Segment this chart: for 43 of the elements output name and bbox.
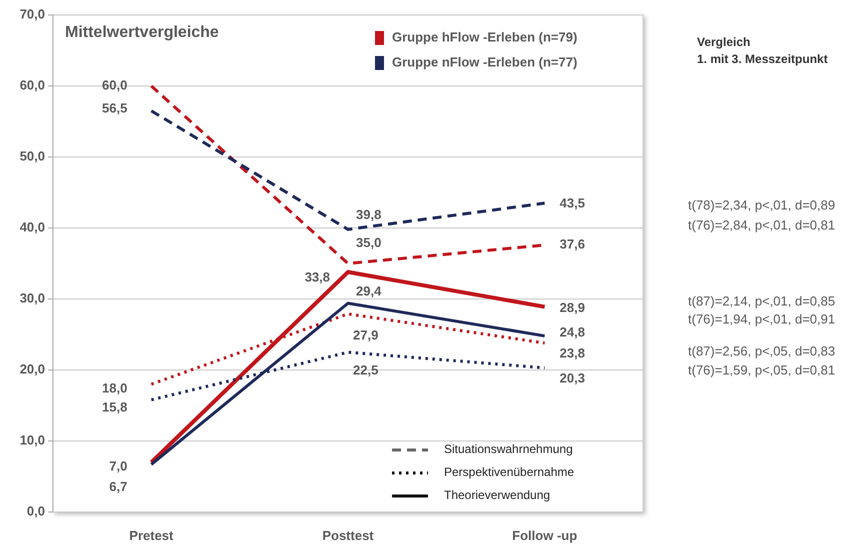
data-label: 39,8 bbox=[356, 206, 382, 222]
text: t(87)=2,56, p<,05, d=0,83 bbox=[688, 343, 836, 358]
data-label: 35,0 bbox=[356, 234, 382, 250]
y-tick-label: 30,0 bbox=[20, 290, 45, 306]
data-label: 27,9 bbox=[353, 327, 378, 342]
y-tick-label: 20,0 bbox=[20, 361, 45, 376]
text: t(78)=2,34, p<,01, d=0,89 bbox=[688, 197, 836, 212]
data-label: 15,8 bbox=[102, 399, 128, 414]
annotation: Perspektivenübernahme bbox=[444, 465, 574, 480]
y-tick-label: 40,0 bbox=[20, 219, 45, 234]
data-label: 37,6 bbox=[560, 236, 585, 252]
data-label: 24,8 bbox=[560, 324, 585, 340]
text: 1. mit 3. Messzeitpunkt bbox=[697, 52, 828, 66]
data-label: 23,8 bbox=[560, 345, 585, 360]
annotation: Situationswahrnehmung bbox=[444, 442, 573, 456]
y-tick-label: 50,0 bbox=[20, 148, 45, 164]
text: t(87)=2,14, p<,01, d=0,85 bbox=[688, 293, 836, 308]
text: t(76)=2,84, p<,01, d=0,81 bbox=[688, 217, 836, 232]
x-tick-label: Posttest bbox=[322, 528, 374, 543]
text: t(76)=1,59, p<,05, d=0,81 bbox=[688, 362, 836, 378]
y-tick-label: 10,0 bbox=[20, 432, 45, 448]
data-label: 7,0 bbox=[109, 458, 128, 474]
data-label: 33,8 bbox=[304, 269, 330, 284]
x-tick-label: Follow -up bbox=[512, 528, 578, 543]
annotation: Gruppe hFlow -Erleben (n=79) bbox=[392, 29, 578, 44]
data-label: 43,5 bbox=[560, 196, 585, 211]
data-label: 18,0 bbox=[102, 380, 128, 396]
data-label: 29,4 bbox=[356, 284, 382, 299]
annotation: Gruppe nFlow -Erleben (n=77) bbox=[392, 54, 578, 70]
data-label: 56,5 bbox=[102, 100, 128, 116]
data-label: 6,7 bbox=[109, 478, 128, 494]
data-label: 22,5 bbox=[353, 362, 378, 378]
text: Mittelwertvergleiche bbox=[65, 24, 219, 41]
data-label: 28,9 bbox=[560, 300, 585, 316]
annotation: Theorieverwendung bbox=[444, 488, 550, 502]
text: Vergleich bbox=[697, 35, 750, 49]
data-label: 60,0 bbox=[102, 77, 128, 92]
text: t(76)=1,94, p<,01, d=0,91 bbox=[688, 311, 836, 326]
y-tick-label: 60,0 bbox=[20, 77, 45, 92]
x-tick-label: Pretest bbox=[129, 528, 174, 543]
y-tick-label: 0,0 bbox=[26, 503, 45, 518]
data-label: 20,3 bbox=[560, 370, 585, 386]
y-tick-label: 70,0 bbox=[20, 6, 45, 22]
